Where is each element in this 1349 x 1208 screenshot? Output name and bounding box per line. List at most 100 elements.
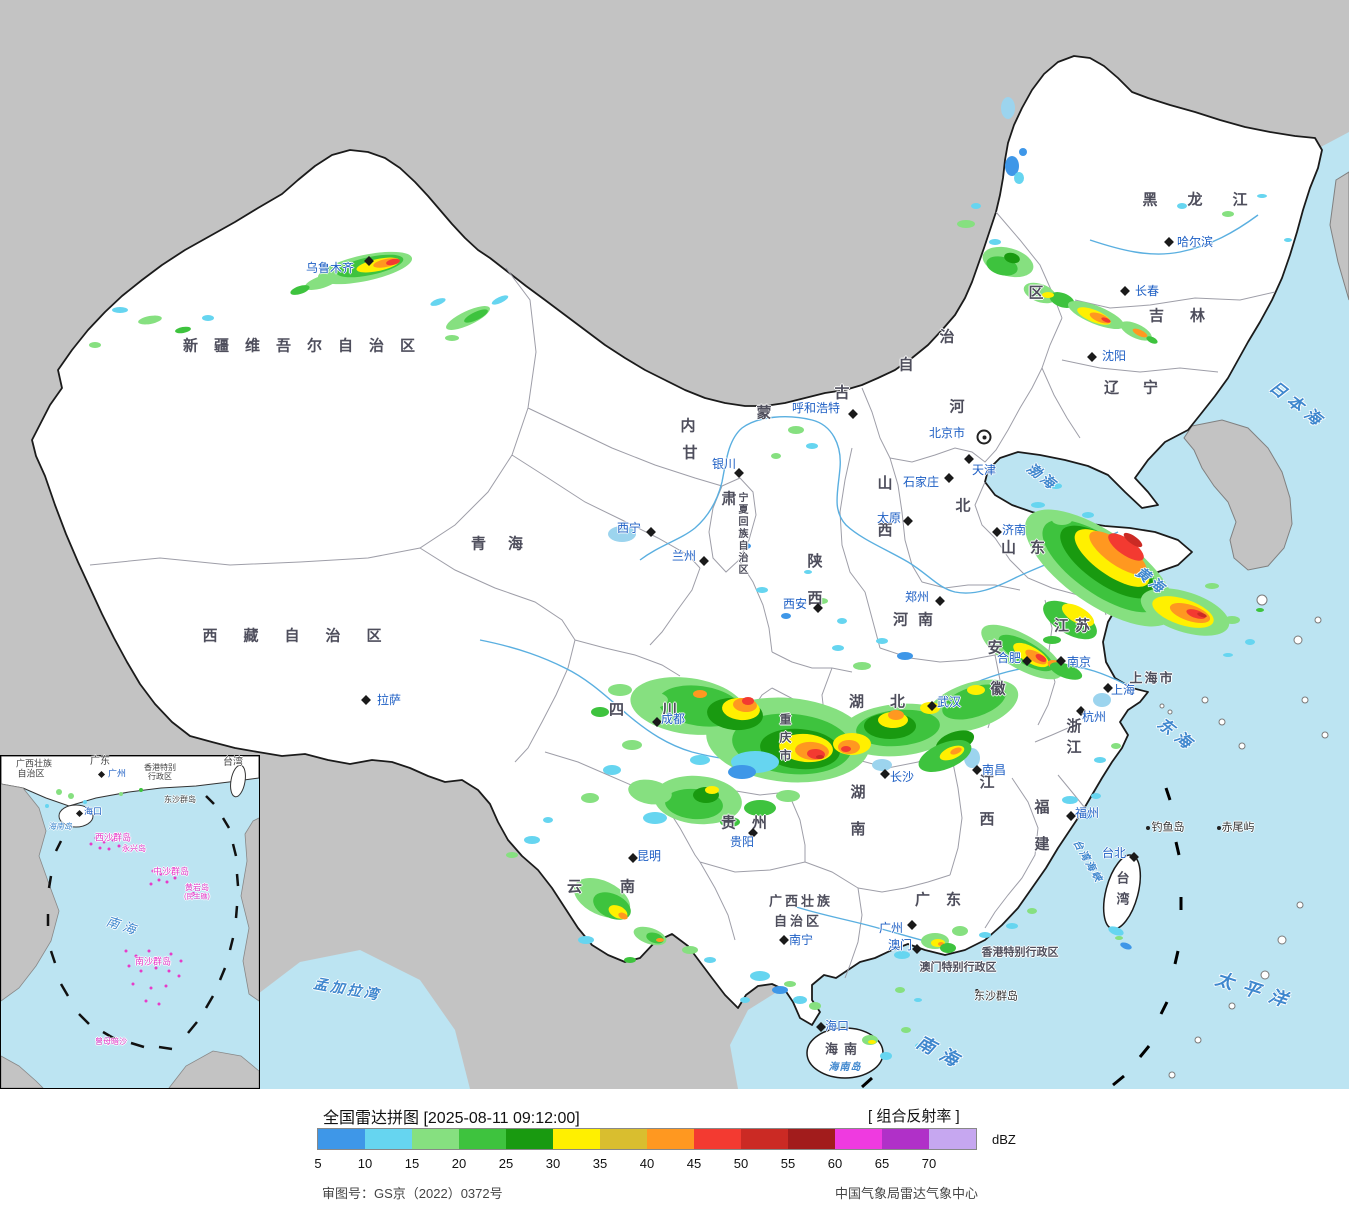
radar-echo [1094,757,1106,763]
radar-echo [952,926,968,936]
radar-echo [744,800,776,816]
dbz-scale-tick: 50 [733,1156,749,1171]
dbz-scale-box [365,1129,412,1149]
korea-land [1183,419,1293,571]
radar-echo [1256,608,1264,612]
radar-echo [1080,813,1092,819]
radar-echo [591,707,609,717]
dbz-scale-box [459,1129,506,1149]
radar-echo [816,598,828,604]
dbz-scale-box [929,1129,976,1149]
dbz-scale-tick: 5 [314,1156,322,1171]
radar-echo [967,685,985,695]
radar-echo [290,285,310,295]
dbz-scale-box [694,1129,741,1149]
radar-echo [1223,653,1233,657]
radar-echo [784,981,796,987]
radar-echo [704,957,716,963]
radar-echo [1120,942,1132,950]
dbz-scale-box [882,1129,929,1149]
map-area[interactable]: 黑龙江 吉林 辽宁内蒙古自治区新疆维吾尔自治区 西藏自治区 青海甘肃宁夏回族自治区 陕西山… [0,0,1349,1089]
inset-philippines [240,817,259,1002]
radar-echo [1146,336,1158,344]
dbz-scale-tick: 20 [451,1156,467,1171]
radar-echo [832,645,844,651]
radar-echo [1042,292,1054,298]
radar-echo [720,817,740,827]
dbz-scale-tick: 40 [639,1156,655,1171]
radar-echo [728,765,756,779]
radar-echo [1089,531,1147,575]
radar-echo [1197,612,1207,618]
radar-echo [1027,908,1037,914]
radar-echo [656,938,664,942]
radar-echo [1043,600,1097,640]
radar-echo [914,998,922,1002]
radar-echo [543,817,553,823]
radar-echo [138,315,162,325]
radar-echo [304,274,340,290]
radar-echo [1019,148,1027,156]
inset-nine-dash-line [46,795,240,1051]
inset-borneo [168,1050,259,1088]
radar-echo [1023,282,1057,304]
nine-dash-line [860,787,1183,1089]
radar-echo [1082,512,1094,518]
island-dots [975,826,1221,993]
inset-malay [1,1055,44,1088]
dbz-scale-tick: 65 [874,1156,890,1171]
dbz-scale-box [412,1129,459,1149]
radar-echo [1115,936,1123,940]
radar-echo [1177,203,1187,209]
radar-echo [491,295,509,305]
radar-echo [1123,532,1143,548]
radar-echo [841,746,851,752]
radar-echo [853,662,871,670]
radar-echo [876,638,888,644]
radar-echo [1035,654,1047,662]
radar-echo [175,326,191,334]
radar-echo [772,986,788,994]
radar-echo [895,987,905,993]
radar-echo [901,1027,911,1033]
dbz-scale-tick: 45 [686,1156,702,1171]
south-china-sea-inset[interactable] [0,755,260,1089]
radar-echo [1052,515,1072,525]
radar-echo [793,996,807,1004]
radar-echo [524,836,540,844]
radar-echo [628,779,672,805]
dbz-scale-box [506,1129,553,1149]
radar-echo [816,755,824,759]
radar-echo [1006,923,1018,929]
radar-echo [578,936,594,944]
radar-echo [741,543,751,549]
radar-echo [915,1043,925,1049]
radar-echo [989,239,1001,245]
radar-echo [1061,603,1095,627]
radar-echo [1062,796,1078,804]
dbz-scale-tick: 10 [357,1156,373,1171]
radar-echo-layer [89,148,1292,1060]
dbz-scale-tick: 55 [780,1156,796,1171]
radar-echo [756,587,768,593]
radar-echo [806,443,818,449]
dbz-scale-box [318,1129,365,1149]
radar-echo [1257,194,1267,198]
radar-echo [950,747,962,755]
radar-echo [1031,502,1045,508]
radar-echo [1005,156,1019,176]
dbz-scale-box [741,1129,788,1149]
radar-echo [445,335,459,341]
inset-canvas [1,756,259,1088]
radar-echo [1108,926,1124,936]
dbz-scale-box [553,1129,600,1149]
radar-echo [888,710,904,720]
radar-echo [643,812,667,824]
mosaic-title: 全国雷达拼图 [2025-08-11 09:12:00] [323,1110,580,1127]
dbz-color-scale [317,1128,977,1150]
radar-echo [1111,743,1121,749]
radar-echo [1014,172,1024,184]
radar-echo [957,220,975,228]
radar-echo [1222,211,1234,217]
